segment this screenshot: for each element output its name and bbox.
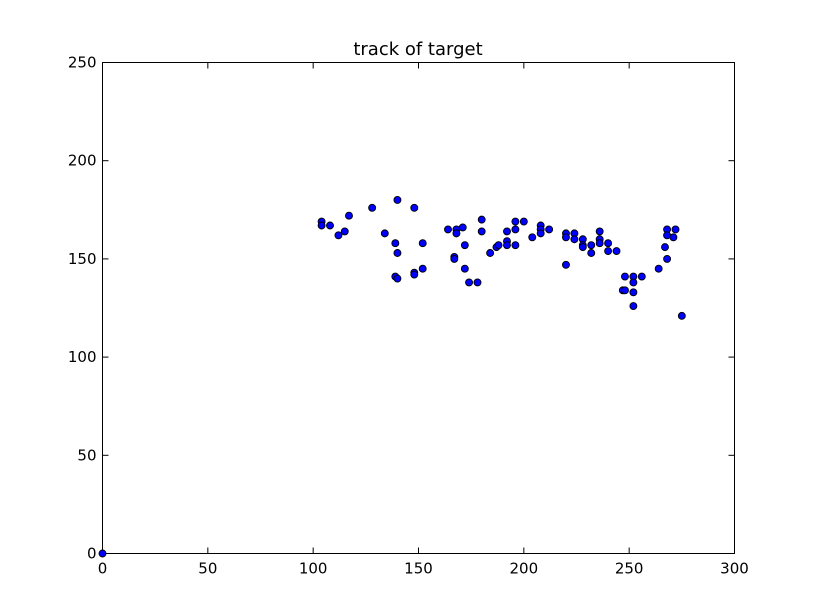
- scatter-point: [669, 233, 678, 242]
- scatter-point: [503, 241, 511, 250]
- axis-ticks: [102, 62, 735, 554]
- x-tick-label: 200: [510, 560, 539, 578]
- scatter-point: [528, 233, 537, 242]
- x-tick-label: 150: [404, 560, 433, 578]
- scatter-point: [494, 241, 503, 250]
- scatter-point: [410, 203, 419, 212]
- scatter-point: [465, 278, 474, 287]
- scatter-point: [612, 247, 621, 255]
- scatter-point: [536, 229, 545, 238]
- scatter-point: [460, 264, 469, 273]
- x-tick-label: 50: [198, 560, 217, 578]
- scatter-point: [629, 278, 638, 287]
- scatter-point: [677, 311, 686, 320]
- scatter-point: [98, 549, 107, 558]
- y-tick-label: 0: [87, 545, 97, 563]
- scatter-point: [340, 227, 349, 236]
- scatter-point: [477, 227, 486, 236]
- scatter-point: [458, 223, 467, 232]
- y-tick-label: 100: [68, 348, 97, 366]
- x-tick-label: 100: [299, 560, 328, 578]
- chart-title: track of target: [353, 39, 482, 60]
- scatter-point: [460, 241, 469, 250]
- scatter-point: [519, 217, 528, 226]
- scatter-point: [578, 243, 587, 252]
- scatter-point: [486, 249, 495, 257]
- scatter-point: [637, 272, 646, 281]
- scatter-point: [511, 241, 520, 250]
- scatter-point: [629, 288, 638, 297]
- scatter-point: [511, 217, 520, 226]
- scatter-point: [562, 233, 570, 242]
- y-tick-label: 50: [77, 446, 96, 464]
- scatter-point: [452, 229, 461, 238]
- scatter-point: [418, 264, 427, 273]
- scatter-point: [663, 254, 672, 263]
- y-tick-label: 200: [68, 152, 97, 170]
- scatter-point: [444, 225, 452, 234]
- scatter-point: [418, 239, 427, 248]
- scatter-point: [393, 249, 402, 257]
- scatter-point: [477, 215, 486, 224]
- scatter-point: [393, 196, 402, 204]
- scatter-point: [393, 274, 402, 283]
- scatter-point: [671, 225, 680, 234]
- scatter-point: [511, 225, 520, 234]
- scatter-point: [562, 260, 570, 269]
- scatter-point: [595, 239, 604, 248]
- scatter-point: [595, 227, 604, 236]
- scatter-point: [661, 243, 669, 252]
- axis-tick-labels: 0 50 100 150 200 250 300 0 50 100 150 200 250: [68, 54, 749, 578]
- scatter-point: [380, 229, 389, 238]
- scatter-point: [545, 225, 554, 234]
- scatter-point: [317, 221, 326, 230]
- y-tick-label: 250: [68, 54, 97, 72]
- scatter-point: [410, 270, 419, 279]
- x-tick-label: 250: [615, 560, 644, 578]
- scatter-point: [587, 249, 596, 257]
- scatter-point: [629, 302, 638, 310]
- scatter-point: [604, 239, 613, 248]
- scatter-point: [450, 254, 459, 263]
- scatter-point: [604, 247, 613, 255]
- scatter-point: [654, 264, 663, 273]
- scatter-point: [391, 239, 400, 248]
- data-points: [98, 196, 686, 558]
- scatter-point: [621, 286, 629, 295]
- x-tick-label: 0: [98, 560, 108, 578]
- scatter-point: [587, 241, 596, 250]
- scatter-point: [368, 203, 377, 212]
- scatter-point: [345, 211, 353, 220]
- scatter-point: [621, 272, 629, 281]
- y-tick-label: 150: [68, 250, 97, 268]
- scatter-point: [473, 278, 482, 287]
- scatter-point: [570, 235, 579, 244]
- scatter-point: [503, 227, 511, 236]
- scatter-point: [334, 231, 343, 240]
- x-tick-label: 300: [720, 560, 749, 578]
- scatter-point: [326, 221, 334, 230]
